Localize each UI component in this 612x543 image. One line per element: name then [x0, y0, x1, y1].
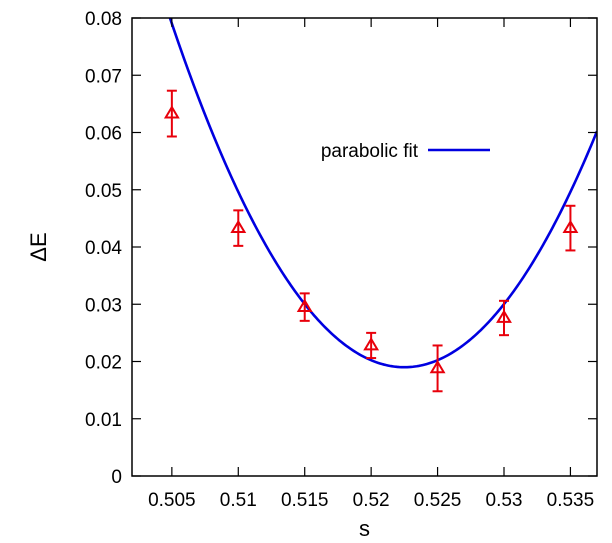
- y-tick-label: 0.01: [85, 410, 122, 431]
- y-tick-label: 0.05: [85, 181, 122, 202]
- x-tick-label: 0.52: [353, 490, 390, 511]
- x-tick-label: 0.515: [281, 490, 329, 511]
- triangle-marker: [296, 298, 313, 313]
- legend-label-parabolic-fit: parabolic fit: [321, 141, 419, 162]
- ticks-layer: 0.505 0.51 0.515 0.52 0.525 0.53 0.535 0 0.01 0.0…: [85, 9, 597, 511]
- x-tick-label: 0.51: [220, 490, 257, 511]
- y-axis-label: ΔE: [26, 232, 51, 261]
- triangle-marker: [163, 105, 180, 119]
- triangle-marker: [363, 337, 380, 351]
- data-point: [496, 299, 512, 337]
- triangle-marker: [562, 219, 579, 234]
- data-point: [363, 331, 380, 360]
- triangle-marker: [429, 359, 446, 374]
- data-point: [163, 89, 180, 138]
- data-point: [296, 292, 313, 322]
- y-tick-label: 0.03: [85, 295, 122, 316]
- y-tick-label: 0.07: [85, 66, 122, 87]
- y-tick-label: 0: [111, 467, 122, 488]
- x-tick-label: 0.525: [414, 490, 462, 511]
- y-tick-label: 0.04: [85, 238, 122, 259]
- x-tick-label: 0.505: [148, 490, 196, 511]
- triangle-marker: [230, 219, 247, 234]
- triangle-marker: [496, 309, 512, 323]
- x-tick-label: 0.53: [486, 490, 523, 511]
- data-point: [562, 204, 579, 252]
- y-tick-label: 0.02: [85, 353, 122, 374]
- data-point: [429, 344, 446, 393]
- legend: parabolic fit: [321, 141, 490, 162]
- y-tick-label: 0.08: [85, 9, 122, 30]
- series-line-parabolic-fit: [168, 18, 597, 369]
- plot-layer: [163, 18, 597, 393]
- x-axis-label: s: [359, 516, 370, 541]
- data-point: [230, 209, 247, 247]
- y-tick-label: 0.06: [85, 124, 122, 145]
- x-tick-label: 0.535: [547, 490, 595, 511]
